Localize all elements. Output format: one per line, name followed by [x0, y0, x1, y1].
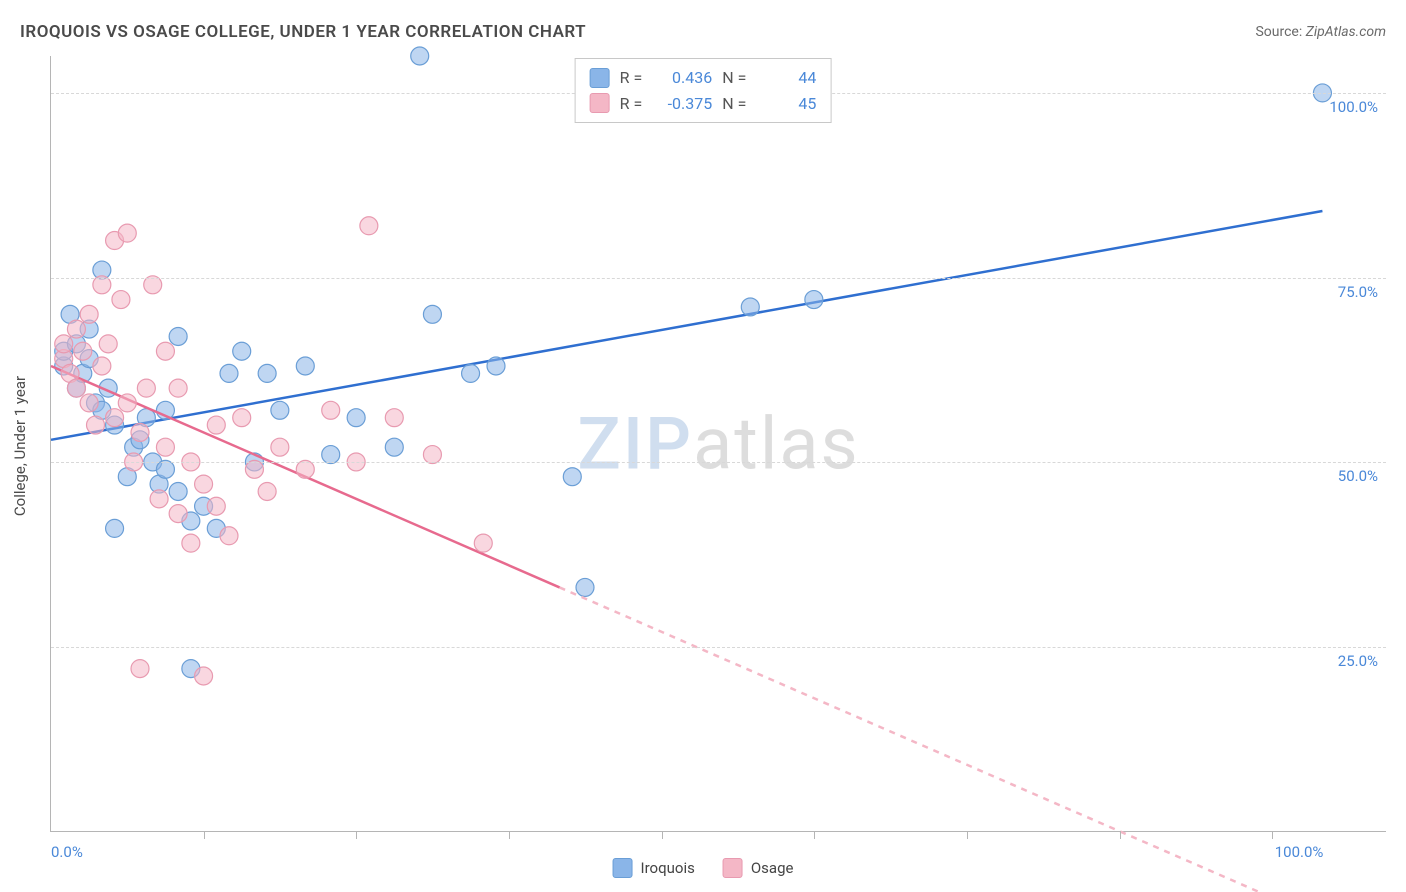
n-value-1: 45	[756, 91, 816, 117]
ytick-label: 100.0%	[1329, 98, 1378, 116]
gridline-h	[51, 462, 1386, 463]
plot-svg	[51, 56, 1386, 831]
legend-swatch-osage	[723, 858, 743, 878]
legend-item-osage: Osage	[723, 858, 794, 878]
source-value: ZipAtlas.com	[1306, 24, 1386, 40]
ytick-label: 25.0%	[1338, 652, 1378, 670]
source-attribution: Source: ZipAtlas.com	[1255, 24, 1386, 40]
y-axis-label: College, Under 1 year	[11, 376, 29, 516]
gridline-h	[51, 278, 1386, 279]
legend-item-iroquois: Iroquois	[613, 858, 695, 878]
xtick	[967, 831, 968, 839]
n-value-0: 44	[756, 65, 816, 91]
xtick-label: 100.0%	[1275, 843, 1324, 861]
chart-container: IROQUOIS VS OSAGE COLLEGE, UNDER 1 YEAR …	[0, 0, 1406, 892]
gridline-h	[51, 647, 1386, 648]
chart-title: IROQUOIS VS OSAGE COLLEGE, UNDER 1 YEAR …	[20, 22, 586, 42]
legend-label-osage: Osage	[751, 859, 794, 877]
swatch-osage	[590, 93, 610, 113]
legend-swatch-iroquois	[613, 858, 633, 878]
r-label-1: R =	[620, 91, 643, 117]
r-value-1: -0.375	[652, 91, 712, 117]
xtick	[509, 831, 510, 839]
r-value-0: 0.436	[652, 65, 712, 91]
plot-area: ZIPatlas 25.0%50.0%75.0%100.0%0.0%100.0%	[50, 56, 1386, 832]
r-label-0: R =	[620, 65, 643, 91]
xtick	[356, 831, 357, 839]
ytick-label: 50.0%	[1338, 467, 1378, 485]
stats-legend-box: R = 0.436 N = 44 R = -0.375 N = 45	[575, 58, 832, 123]
xtick	[1120, 831, 1121, 839]
legend-label-iroquois: Iroquois	[641, 859, 695, 877]
stats-row-osage: R = -0.375 N = 45	[590, 91, 817, 117]
swatch-iroquois	[590, 68, 610, 88]
xtick	[1272, 831, 1273, 839]
source-label: Source:	[1255, 24, 1302, 40]
n-label-0: N =	[722, 65, 746, 91]
xtick	[204, 831, 205, 839]
stats-row-iroquois: R = 0.436 N = 44	[590, 65, 817, 91]
xtick	[662, 831, 663, 839]
xtick-label: 0.0%	[51, 843, 83, 861]
n-label-1: N =	[722, 91, 746, 117]
legend-bottom: Iroquois Osage	[613, 858, 794, 878]
ytick-label: 75.0%	[1338, 283, 1378, 301]
xtick	[814, 831, 815, 839]
